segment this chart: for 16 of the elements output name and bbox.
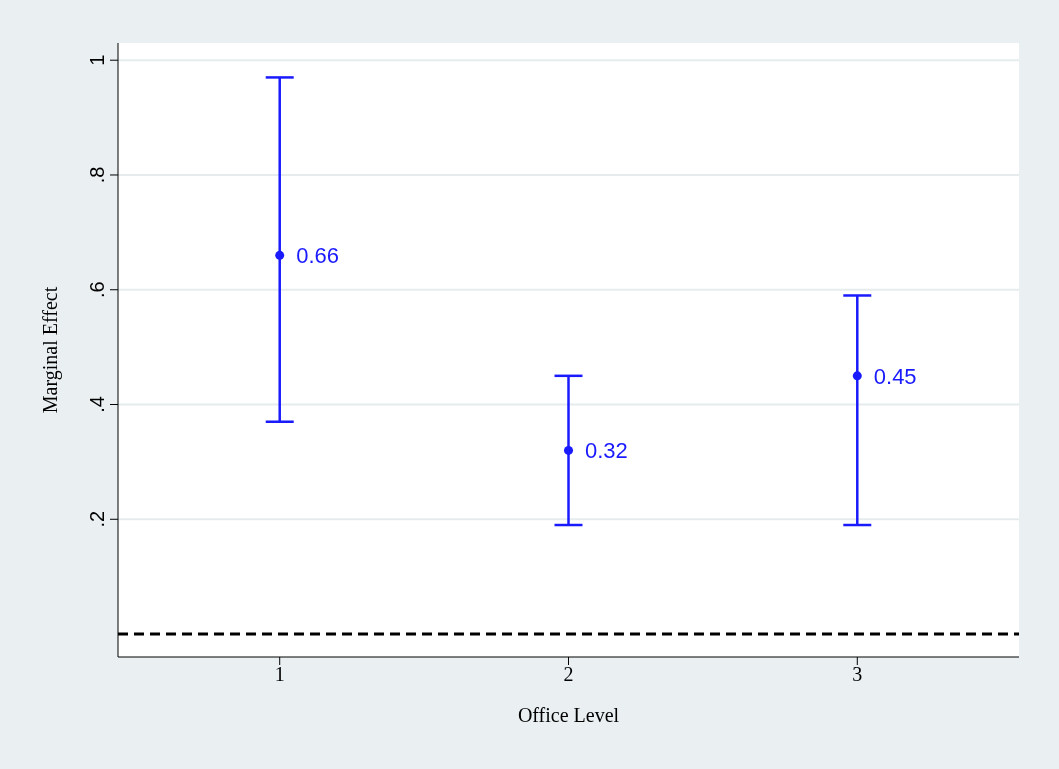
y-tick-label: .8 xyxy=(86,166,108,184)
point xyxy=(563,445,574,455)
data-label: 0.32 xyxy=(585,438,628,464)
data-label: 0.45 xyxy=(873,363,917,389)
y-tick-label: .4 xyxy=(86,396,108,413)
point xyxy=(275,250,285,260)
y-tick-label: 1 xyxy=(86,54,108,66)
x-tick-label: 1 xyxy=(274,663,285,686)
y-tick-label: .6 xyxy=(86,281,108,299)
x-axis-title: Office Level xyxy=(517,704,620,726)
y-axis-title: Marginal Effect xyxy=(39,286,63,414)
x-tick-label: 2 xyxy=(563,663,574,686)
data-label: 0.66 xyxy=(296,243,340,269)
point xyxy=(852,371,862,381)
x-tick-label: 3 xyxy=(852,663,863,686)
y-tick-label: .2 xyxy=(86,510,108,528)
